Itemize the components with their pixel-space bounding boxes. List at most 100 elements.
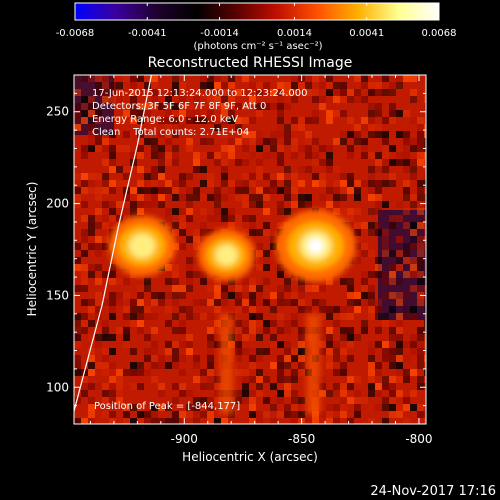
texture-pixel bbox=[382, 201, 389, 208]
texture-pixel bbox=[291, 180, 298, 187]
texture-pixel bbox=[186, 264, 193, 271]
texture-pixel bbox=[305, 75, 312, 82]
texture-pixel bbox=[144, 138, 151, 145]
texture-pixel bbox=[319, 376, 326, 383]
texture-pixel bbox=[410, 264, 417, 271]
colorbar-unit-label: (photons cm⁻² s⁻¹ asec⁻²) bbox=[193, 41, 322, 52]
texture-pixel bbox=[396, 250, 403, 257]
texture-pixel bbox=[158, 166, 165, 173]
texture-pixel bbox=[172, 145, 179, 152]
texture-pixel bbox=[74, 341, 81, 348]
texture-pixel bbox=[165, 159, 172, 166]
texture-pixel bbox=[417, 348, 424, 355]
texture-pixel bbox=[200, 313, 207, 320]
texture-pixel bbox=[116, 117, 123, 124]
texture-pixel bbox=[284, 390, 291, 397]
texture-pixel bbox=[109, 82, 116, 89]
texture-pixel bbox=[396, 201, 403, 208]
texture-pixel bbox=[375, 222, 382, 229]
texture-pixel bbox=[172, 180, 179, 187]
texture-pixel bbox=[228, 208, 235, 215]
texture-pixel bbox=[403, 145, 410, 152]
texture-pixel bbox=[165, 215, 172, 222]
texture-pixel bbox=[375, 180, 382, 187]
texture-pixel bbox=[102, 390, 109, 397]
texture-pixel bbox=[102, 397, 109, 404]
texture-pixel bbox=[340, 390, 347, 397]
texture-pixel bbox=[347, 152, 354, 159]
texture-pixel bbox=[165, 124, 172, 131]
texture-pixel bbox=[221, 152, 228, 159]
texture-pixel bbox=[249, 180, 256, 187]
texture-pixel bbox=[424, 278, 426, 285]
texture-pixel bbox=[235, 89, 242, 96]
texture-pixel bbox=[375, 159, 382, 166]
texture-pixel bbox=[424, 306, 426, 313]
texture-pixel bbox=[102, 82, 109, 89]
texture-pixel bbox=[277, 355, 284, 362]
texture-pixel bbox=[74, 355, 81, 362]
texture-pixel bbox=[95, 222, 102, 229]
texture-pixel bbox=[277, 103, 284, 110]
texture-pixel bbox=[137, 75, 144, 82]
texture-pixel bbox=[382, 278, 389, 285]
texture-pixel bbox=[207, 110, 214, 117]
texture-pixel bbox=[109, 201, 116, 208]
texture-pixel bbox=[347, 306, 354, 313]
texture-pixel bbox=[284, 404, 291, 411]
texture-pixel bbox=[368, 348, 375, 355]
texture-pixel bbox=[424, 103, 426, 110]
texture-pixel bbox=[284, 180, 291, 187]
texture-pixel bbox=[312, 117, 319, 124]
texture-pixel bbox=[249, 306, 256, 313]
texture-pixel bbox=[277, 376, 284, 383]
texture-pixel bbox=[284, 187, 291, 194]
texture-pixel bbox=[368, 110, 375, 117]
texture-pixel bbox=[312, 285, 319, 292]
texture-pixel bbox=[256, 313, 263, 320]
texture-pixel bbox=[81, 278, 88, 285]
texture-pixel bbox=[88, 96, 95, 103]
texture-pixel bbox=[242, 348, 249, 355]
texture-pixel bbox=[179, 369, 186, 376]
texture-pixel bbox=[137, 299, 144, 306]
texture-pixel bbox=[81, 383, 88, 390]
texture-pixel bbox=[137, 411, 144, 418]
texture-pixel bbox=[382, 89, 389, 96]
texture-pixel bbox=[137, 110, 144, 117]
texture-pixel bbox=[144, 313, 151, 320]
texture-pixel bbox=[256, 229, 263, 236]
texture-pixel bbox=[228, 180, 235, 187]
texture-pixel bbox=[263, 250, 270, 257]
texture-pixel bbox=[333, 369, 340, 376]
texture-pixel bbox=[102, 383, 109, 390]
texture-pixel bbox=[389, 278, 396, 285]
texture-pixel bbox=[410, 166, 417, 173]
texture-pixel bbox=[102, 327, 109, 334]
x-tick-label: -800 bbox=[405, 432, 432, 446]
texture-pixel bbox=[123, 173, 130, 180]
texture-pixel bbox=[375, 264, 382, 271]
texture-pixel bbox=[326, 89, 333, 96]
texture-pixel bbox=[312, 75, 319, 82]
texture-pixel bbox=[410, 341, 417, 348]
texture-pixel bbox=[284, 411, 291, 418]
texture-pixel bbox=[291, 355, 298, 362]
texture-pixel bbox=[354, 411, 361, 418]
texture-pixel bbox=[424, 96, 426, 103]
texture-pixel bbox=[144, 278, 151, 285]
texture-pixel bbox=[298, 369, 305, 376]
texture-pixel bbox=[88, 320, 95, 327]
texture-pixel bbox=[242, 369, 249, 376]
texture-pixel bbox=[109, 383, 116, 390]
texture-pixel bbox=[172, 110, 179, 117]
texture-pixel bbox=[298, 194, 305, 201]
texture-pixel bbox=[179, 208, 186, 215]
texture-pixel bbox=[109, 348, 116, 355]
texture-pixel bbox=[193, 418, 200, 424]
texture-pixel bbox=[165, 89, 172, 96]
texture-pixel bbox=[74, 320, 81, 327]
texture-pixel bbox=[214, 397, 221, 404]
texture-pixel bbox=[333, 89, 340, 96]
texture-pixel bbox=[375, 341, 382, 348]
